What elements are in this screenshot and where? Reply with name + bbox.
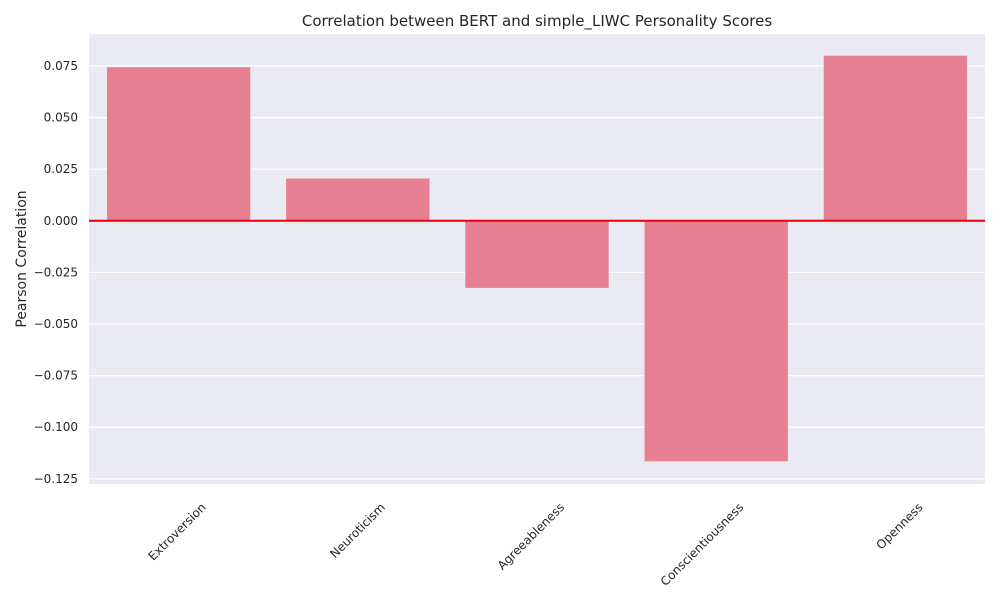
y-axis-title: Pearson Correlation <box>14 190 30 327</box>
bar-conscientiousness <box>644 220 788 462</box>
y-tick-labels: 0.075 0.050 0.025 0.000 −0.025 −0.050 −0.075 −0… <box>34 59 78 486</box>
y-tick-label: 0.050 <box>44 111 78 125</box>
bars <box>106 55 968 462</box>
y-tick-label: −0.025 <box>34 265 78 279</box>
y-tick-label: −0.075 <box>34 369 78 383</box>
x-tick-label: Extroversion <box>146 500 209 563</box>
y-tick-label: −0.050 <box>34 317 78 331</box>
y-tick-label: −0.125 <box>34 472 78 486</box>
y-tick-label: −0.100 <box>34 420 78 434</box>
x-tick-labels: Extroversion Neuroticism Agreeableness Cons… <box>146 500 926 589</box>
bar-neuroticism <box>286 178 430 221</box>
bar-extroversion <box>106 67 251 221</box>
y-tick-label: 0.025 <box>44 162 78 176</box>
bar-openness <box>823 55 968 221</box>
x-tick-label: Conscientiousness <box>658 500 747 589</box>
x-tick-label: Openness <box>874 500 926 552</box>
chart-title: Correlation between BERT and simple_LIWC… <box>302 12 772 31</box>
bar-agreeableness <box>465 220 609 288</box>
y-tick-label: 0.075 <box>44 59 78 73</box>
y-tick-label: 0.000 <box>44 214 78 228</box>
x-tick-label: Agreeableness <box>495 500 567 572</box>
x-tick-label: Neuroticism <box>327 500 388 561</box>
